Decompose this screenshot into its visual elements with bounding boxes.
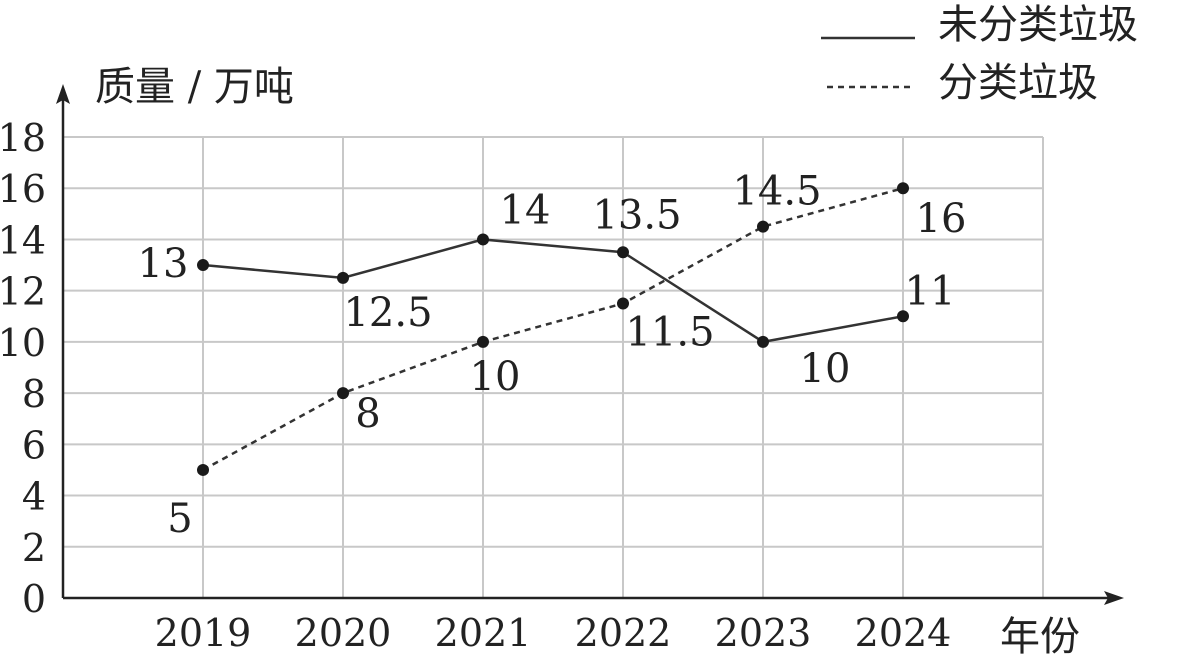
legend-label: 分类垃圾 (938, 60, 1098, 106)
series-line-1 (202, 187, 904, 472)
data-label: 11.5 (625, 309, 714, 355)
series-line-0 (202, 238, 904, 344)
x-tick-label: 2023 (715, 611, 812, 655)
data-label: 13 (138, 241, 189, 287)
y-tick-label: 2 (22, 526, 46, 570)
x-tick-label: 2022 (575, 611, 672, 655)
x-tick-label: 2021 (435, 611, 532, 655)
data-point (197, 259, 209, 272)
grid (63, 136, 1044, 598)
axes: 0 2 4 6 8 10 12 14 16 18 2019 2020 2021 2022 2023 2024 质… (0, 64, 1124, 660)
x-tick-label: 2019 (155, 611, 252, 655)
data-point (617, 246, 629, 259)
series-group (197, 182, 909, 476)
y-tick-label: 18 (0, 116, 46, 160)
data-point (757, 335, 769, 348)
data-point (337, 271, 349, 284)
y-axis-arrow-icon (56, 84, 70, 104)
data-point (477, 233, 489, 246)
data-point (897, 182, 909, 195)
x-axis-title: 年份 (1000, 614, 1080, 660)
data-label: 14.5 (732, 169, 821, 215)
y-tick-label: 12 (0, 270, 46, 314)
data-labels: 13 12.5 14 13.5 10 11 5 8 10 11.5 14.5 16 (138, 169, 967, 542)
data-point (477, 335, 489, 348)
data-label: 10 (800, 346, 851, 392)
y-axis-title: 质量 / 万吨 (95, 64, 294, 110)
x-tick-label: 2024 (855, 611, 952, 655)
data-point (897, 310, 909, 323)
x-axis-arrow-icon (1104, 591, 1124, 605)
y-tick-label: 8 (22, 372, 46, 416)
data-point (617, 297, 629, 310)
data-label: 12.5 (343, 290, 432, 336)
x-tick-label: 2020 (295, 611, 392, 655)
data-point (197, 463, 209, 476)
data-label: 8 (355, 391, 380, 437)
y-tick-label: 14 (0, 218, 46, 262)
data-label: 11 (905, 268, 956, 314)
legend-label: 未分类垃圾 (938, 2, 1138, 48)
y-tick-label: 16 (0, 167, 46, 211)
y-tick-label: 0 (22, 577, 46, 621)
data-point (337, 387, 349, 400)
data-point (757, 220, 769, 233)
y-tick-label: 10 (0, 321, 46, 365)
data-label: 14 (500, 187, 551, 233)
y-tick-label: 4 (22, 475, 46, 519)
data-label: 16 (916, 196, 967, 242)
y-tick-label: 6 (22, 423, 46, 467)
data-label: 10 (470, 354, 521, 400)
data-label: 13.5 (592, 192, 681, 238)
data-label: 5 (167, 496, 192, 542)
